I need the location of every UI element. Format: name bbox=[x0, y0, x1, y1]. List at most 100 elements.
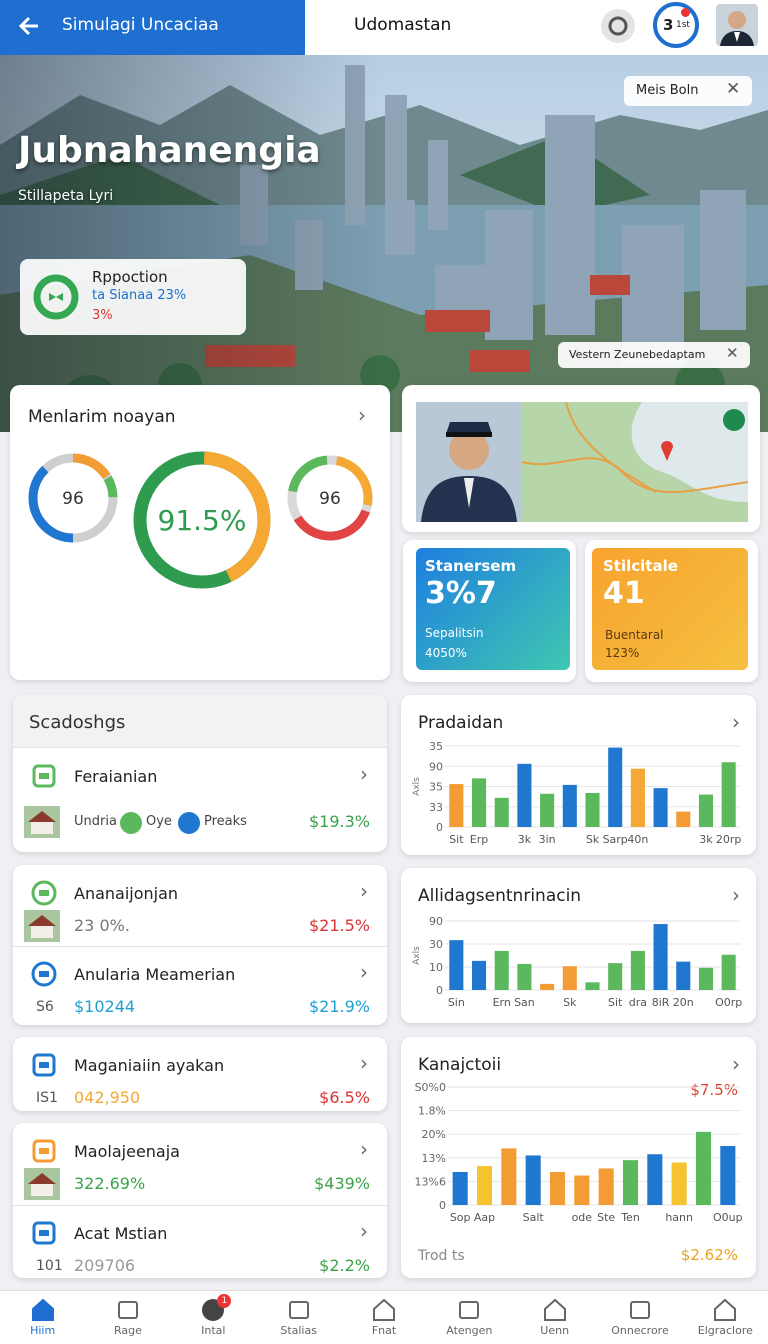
chevron[interactable]: › bbox=[360, 762, 368, 786]
tag-icon bbox=[120, 812, 142, 834]
gauge-label: 96 bbox=[319, 489, 341, 509]
item-value: $2.2% bbox=[319, 1256, 370, 1275]
item-amount: $10244 bbox=[74, 997, 136, 1016]
hero-card: Rppoction ta Sianaa 23% 3% bbox=[20, 259, 246, 335]
thumb-roof bbox=[28, 811, 56, 822]
icon-shape bbox=[31, 880, 57, 906]
item-amount: 209706 bbox=[74, 1256, 136, 1275]
avatar[interactable] bbox=[716, 4, 758, 46]
item-title: Ananaijonjan bbox=[74, 884, 179, 903]
icon-shape bbox=[32, 764, 56, 788]
header-left bbox=[0, 0, 305, 55]
nav-label: Fnat bbox=[371, 1324, 397, 1337]
close-icon[interactable]: ✕ bbox=[726, 344, 739, 362]
item-code: 101 bbox=[36, 1258, 63, 1274]
item-value: $6.5% bbox=[319, 1088, 370, 1107]
list-card: Scadoshgs bbox=[13, 695, 387, 852]
item-thumbnail bbox=[24, 1168, 60, 1200]
nav-item[interactable]: Uenn bbox=[512, 1291, 597, 1344]
chevron[interactable]: › bbox=[360, 1219, 368, 1243]
list-header bbox=[13, 695, 387, 748]
divider bbox=[13, 946, 387, 947]
chart-card bbox=[401, 868, 756, 1023]
item-value: $439% bbox=[314, 1174, 370, 1193]
header-title: Simulagi Uncaciaa bbox=[62, 15, 219, 35]
icon-shape bbox=[39, 971, 49, 977]
item-thumbnail bbox=[24, 806, 60, 838]
thumb-house bbox=[31, 822, 53, 834]
item-title: Feraianian bbox=[74, 767, 158, 786]
close-icon[interactable]: ✕ bbox=[726, 79, 741, 99]
nav-label: Uenn bbox=[540, 1324, 570, 1337]
item-icon bbox=[32, 1139, 56, 1163]
settings-icon[interactable] bbox=[600, 8, 636, 44]
location-pill[interactable]: Vestern Zeunebedaptam ✕ bbox=[558, 342, 750, 368]
back-button[interactable] bbox=[16, 12, 44, 40]
badge-count: 3 bbox=[663, 16, 674, 34]
nav-icon bbox=[543, 1298, 566, 1321]
item-amount: 23 0%. bbox=[74, 916, 130, 935]
stat-tile[interactable]: Stilcitale 41 Buentaral 123% bbox=[585, 540, 758, 682]
item-icon bbox=[31, 961, 57, 987]
nav-item[interactable]: Fnat bbox=[341, 1291, 426, 1344]
item-amount: 042,950 bbox=[74, 1088, 141, 1107]
nav-item[interactable]: Rage bbox=[85, 1291, 170, 1344]
item-title: Acat Mstian bbox=[74, 1224, 168, 1243]
chart-card bbox=[401, 1037, 756, 1278]
item-icon bbox=[31, 880, 57, 906]
item-icon bbox=[32, 764, 56, 788]
hero-subtitle: Stillapeta Lyri bbox=[18, 188, 114, 204]
nav-item[interactable]: Stalias bbox=[256, 1291, 341, 1344]
chevron[interactable]: › bbox=[360, 879, 368, 903]
nav-item[interactable]: Intal 1 bbox=[171, 1291, 256, 1344]
tile-sub: 123% bbox=[605, 646, 640, 660]
stat-tile[interactable]: Stanersem 3%7 Sepalitsin 4050% bbox=[403, 540, 576, 682]
map-card[interactable] bbox=[402, 385, 760, 532]
tile-label: Buentaral bbox=[605, 628, 664, 642]
nav-item[interactable]: Elgraclore bbox=[683, 1291, 768, 1344]
nav-label: Rage bbox=[114, 1324, 142, 1337]
tag: Oye bbox=[146, 814, 172, 829]
tile-bg bbox=[416, 548, 570, 670]
tile-value: 3%7 bbox=[425, 576, 497, 611]
nav-item[interactable]: Hiim bbox=[0, 1291, 85, 1344]
list-card bbox=[13, 865, 387, 1025]
thumb-house bbox=[31, 1184, 53, 1196]
nav-item[interactable]: Onnecrore bbox=[597, 1291, 682, 1344]
hero-card-title: Rppoction bbox=[92, 268, 168, 286]
nav-icon bbox=[31, 1298, 54, 1321]
nav-icon bbox=[372, 1298, 395, 1321]
nav-icon bbox=[117, 1301, 138, 1319]
gauge-ring bbox=[28, 453, 118, 543]
chevron[interactable]: › bbox=[358, 403, 366, 427]
icon-shape bbox=[288, 1301, 309, 1319]
icon-shape bbox=[39, 890, 49, 896]
icon-shape bbox=[39, 773, 49, 779]
nav-label: Intal bbox=[201, 1324, 226, 1337]
item-value: $21.5% bbox=[308, 916, 370, 935]
chevron[interactable]: › bbox=[360, 960, 368, 984]
chevron[interactable]: › bbox=[360, 1051, 368, 1075]
hero-pill[interactable]: Meis Boln ✕ bbox=[624, 76, 752, 106]
tile-title: Stilcitale bbox=[603, 557, 678, 575]
nav-icon bbox=[459, 1301, 480, 1319]
icon-shape bbox=[714, 1298, 737, 1321]
icon-shape bbox=[629, 1301, 650, 1319]
icon-shape bbox=[372, 1298, 395, 1321]
notification[interactable]: 3 1st bbox=[653, 2, 699, 48]
thumb-roof bbox=[28, 915, 56, 926]
item-thumbnail bbox=[24, 910, 60, 942]
overview-card: Menlarim noayan › 96 91.5% 96 bbox=[10, 385, 390, 680]
gauge-label: 96 bbox=[62, 489, 84, 509]
item-title: Maolajeenaja bbox=[74, 1142, 180, 1161]
list-card bbox=[13, 1037, 387, 1111]
item-icon bbox=[32, 1221, 56, 1245]
chevron[interactable]: › bbox=[360, 1137, 368, 1161]
icon-shape bbox=[31, 1298, 54, 1321]
item-icon bbox=[32, 1053, 56, 1077]
nav-label: Atengen bbox=[446, 1324, 493, 1337]
thumb-house bbox=[31, 926, 53, 938]
nav-item[interactable]: Atengen bbox=[427, 1291, 512, 1344]
nav-icon bbox=[288, 1301, 309, 1319]
